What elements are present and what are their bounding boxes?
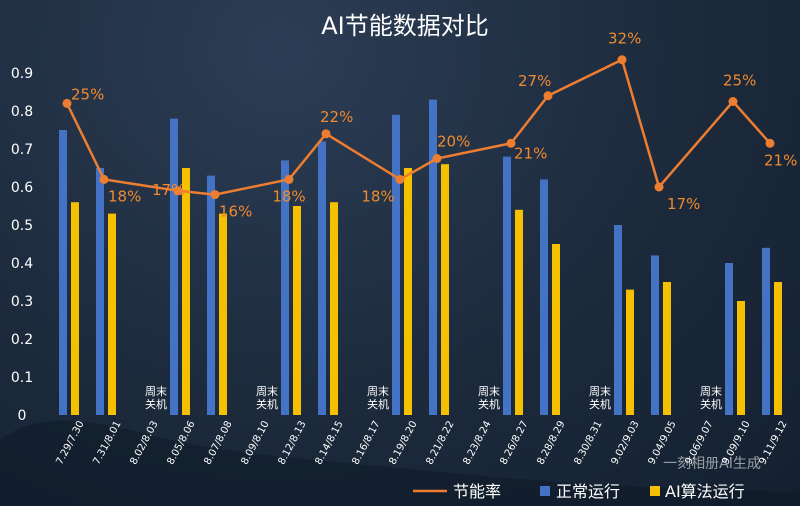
bar-ai (626, 289, 634, 415)
bar-ai (663, 282, 671, 415)
bar-ai (552, 244, 560, 415)
y-tick-label: 0.7 (11, 142, 33, 158)
bar-normal (59, 130, 67, 415)
weekend-note: 关机 (367, 397, 389, 411)
bar-normal (392, 114, 400, 416)
bar-ai (774, 282, 782, 415)
bar-normal (96, 168, 104, 415)
legend-label-savings: 节能率 (453, 482, 501, 501)
chart-title: AI节能数据对比 (321, 12, 489, 40)
y-tick-label: 0.8 (11, 104, 33, 120)
bar-ai (108, 213, 116, 415)
x-tick-label: 8.30/8.31 (572, 419, 604, 466)
bar-ai (219, 213, 227, 415)
line-data-label: 27% (518, 72, 551, 90)
y-tick-label: 0.1 (11, 370, 33, 386)
line-data-label: 18% (108, 187, 141, 205)
legend-bar-swatch-normal (540, 486, 550, 496)
x-tick-label: 8.19/8.20 (387, 419, 419, 466)
bar-ai (737, 301, 745, 415)
bar-normal (429, 99, 437, 415)
weekend-note: 周末 (145, 384, 167, 398)
bar-ai (404, 168, 412, 415)
bar-ai (71, 202, 79, 415)
y-tick-label: 0.9 (11, 66, 33, 82)
bar-ai (330, 202, 338, 415)
line-data-label: 21% (514, 144, 547, 162)
x-tick-label: 8.28/8.29 (535, 419, 567, 466)
line-data-label: 18% (361, 187, 394, 205)
line-data-label: 25% (71, 85, 104, 103)
legend-label-ai: AI算法运行 (665, 482, 745, 501)
line-point (432, 154, 442, 163)
line-point (543, 91, 553, 101)
x-tick-label: 8.14/8.15 (313, 419, 345, 466)
background-hill (0, 420, 800, 506)
line-data-label: 20% (437, 133, 470, 151)
line-point (617, 55, 627, 65)
y-tick-label: 0 (18, 408, 27, 424)
line-point (173, 186, 183, 196)
bar-normal (503, 156, 511, 415)
line-point (728, 97, 738, 106)
line-point (284, 174, 294, 184)
weekend-note: 周末 (589, 384, 611, 398)
bar-normal (614, 225, 622, 415)
bar-ai (293, 206, 301, 415)
line-point (395, 174, 405, 184)
x-tick-label: 8.26/8.27 (498, 419, 530, 466)
bar-normal (725, 263, 733, 415)
line-data-label: 16% (219, 203, 252, 221)
bar-normal (318, 141, 326, 415)
bar-normal (207, 175, 215, 415)
line-data-label: 17% (152, 181, 185, 199)
weekend-note: 周末 (367, 384, 389, 398)
line-point (654, 182, 664, 192)
watermark: 一刻相册AI生成 (663, 456, 761, 472)
y-tick-label: 0.5 (11, 218, 33, 234)
legend-label-normal: 正常运行 (556, 482, 620, 501)
line-data-label: 32% (608, 30, 641, 48)
y-tick-label: 0.4 (11, 256, 33, 272)
line-data-label: 18% (272, 187, 305, 205)
y-tick-label: 0.3 (11, 294, 33, 310)
weekend-note: 关机 (256, 397, 278, 411)
x-tick-label: 8.21/8.22 (424, 419, 456, 466)
weekend-note: 周末 (700, 384, 722, 398)
x-tick-label: 8.16/8.17 (350, 419, 382, 466)
x-tick-label: 9.11/9.12 (757, 419, 789, 466)
line-point (99, 174, 109, 184)
line-point (321, 129, 331, 139)
weekend-note: 关机 (145, 397, 167, 411)
bar-normal (651, 255, 659, 415)
line-data-label: 21% (764, 151, 797, 169)
line-point (765, 138, 775, 148)
y-tick-label: 0.2 (11, 332, 33, 348)
line-point (210, 190, 220, 200)
weekend-note: 关机 (478, 397, 500, 411)
legend-bar-swatch-ai (650, 486, 660, 496)
x-tick-label: 8.23/8.24 (461, 419, 493, 466)
line-data-label: 17% (667, 195, 700, 213)
line-point (62, 98, 72, 108)
weekend-note: 周末 (256, 384, 278, 398)
bar-normal (540, 179, 548, 415)
bar-normal (762, 247, 770, 415)
weekend-note: 关机 (700, 397, 722, 411)
bar-ai (182, 168, 190, 415)
weekend-note: 关机 (589, 397, 611, 411)
line-point (506, 138, 516, 148)
bar-ai (515, 209, 523, 415)
bar-normal (281, 160, 289, 415)
x-tick-label: 9.02/9.03 (609, 419, 641, 466)
y-tick-label: 0.6 (11, 180, 33, 196)
line-data-label: 25% (723, 72, 756, 90)
weekend-note: 周末 (478, 384, 500, 398)
bar-normal (170, 118, 178, 415)
bar-ai (441, 164, 449, 415)
line-savings-rate (65, 57, 771, 196)
line-data-label: 22% (320, 108, 353, 126)
